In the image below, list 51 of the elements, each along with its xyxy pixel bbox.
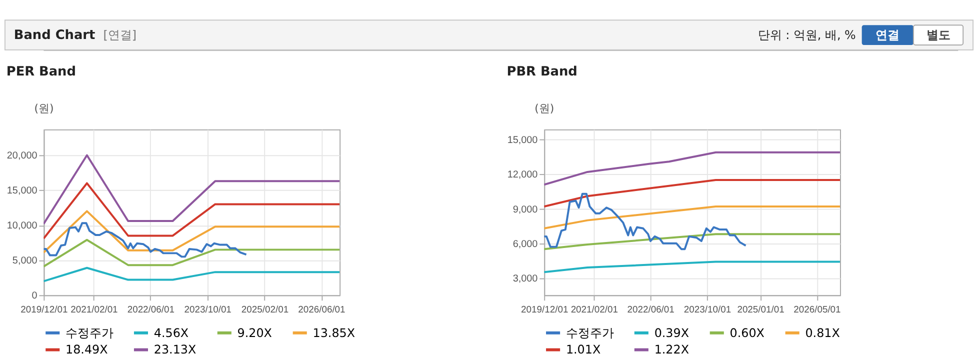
x-tick-label: 2021/02/01 bbox=[570, 304, 618, 315]
x-tick-label: 2026/05/01 bbox=[794, 304, 841, 315]
legend-label: 4.56X bbox=[154, 326, 189, 340]
legend-label: 9.20X bbox=[237, 326, 272, 340]
y-tick-label: 9,000 bbox=[512, 204, 538, 216]
line-series bbox=[44, 266, 340, 282]
line-series bbox=[44, 238, 340, 268]
legend-label: 18.49X bbox=[66, 342, 108, 357]
y-tick-label: 15,000 bbox=[6, 186, 38, 197]
y-tick-label: 12,000 bbox=[507, 170, 538, 181]
y-tick-label: 3,000 bbox=[512, 273, 538, 284]
text: Band Chart bbox=[14, 28, 96, 43]
legend-label: 13.85X bbox=[312, 326, 356, 340]
y-tick-label: 6,000 bbox=[512, 238, 538, 250]
x-tick-label: 2021/02/01 bbox=[70, 304, 118, 315]
line-series bbox=[44, 182, 340, 240]
line-series bbox=[544, 151, 840, 186]
text: 단위 : 억원, 배, % bbox=[758, 28, 856, 42]
legend-label: 1.22X bbox=[654, 342, 689, 357]
y-tick-label: 5,000 bbox=[12, 256, 38, 267]
x-tick-label: 2019/12/01 bbox=[20, 304, 68, 315]
line-series bbox=[44, 154, 340, 225]
x-tick-label: 2022/06/01 bbox=[627, 304, 674, 315]
legend-label: 0.60X bbox=[730, 326, 764, 340]
text: [연결] bbox=[103, 28, 137, 42]
legend-label: 0.39X bbox=[654, 326, 689, 340]
x-tick-label: 2025/02/01 bbox=[241, 304, 289, 315]
y-axis-title: (원) bbox=[534, 102, 554, 115]
line-series bbox=[44, 222, 248, 258]
text: 연결 bbox=[876, 28, 900, 42]
chart-title: PBR Band bbox=[506, 64, 578, 80]
legend-label: 23.13X bbox=[154, 342, 196, 357]
y-axis-title: (원) bbox=[34, 102, 54, 115]
x-tick-label: 2023/10/01 bbox=[684, 304, 732, 315]
x-tick-label: 2026/06/01 bbox=[298, 304, 346, 315]
x-tick-label: 2025/01/01 bbox=[737, 304, 784, 315]
y-tick-label: 10,000 bbox=[6, 220, 38, 232]
chart-title: PER Band bbox=[6, 64, 76, 80]
legend-label: 수정주가 bbox=[66, 326, 114, 340]
y-tick-label: 0 bbox=[32, 290, 38, 302]
x-tick-label: 2023/10/01 bbox=[184, 304, 232, 315]
legend-label: 1.01X bbox=[566, 342, 601, 357]
line-series bbox=[544, 192, 747, 250]
x-tick-label: 2019/12/01 bbox=[521, 304, 568, 315]
line-series bbox=[44, 210, 340, 254]
x-tick-label: 2022/06/01 bbox=[127, 304, 174, 315]
y-tick-label: 15,000 bbox=[507, 135, 538, 146]
text: 별도 bbox=[926, 28, 950, 42]
y-tick-label: 20,000 bbox=[6, 150, 38, 162]
legend-label: 0.81X bbox=[805, 326, 840, 340]
legend-label: 수정주가 bbox=[566, 326, 614, 340]
